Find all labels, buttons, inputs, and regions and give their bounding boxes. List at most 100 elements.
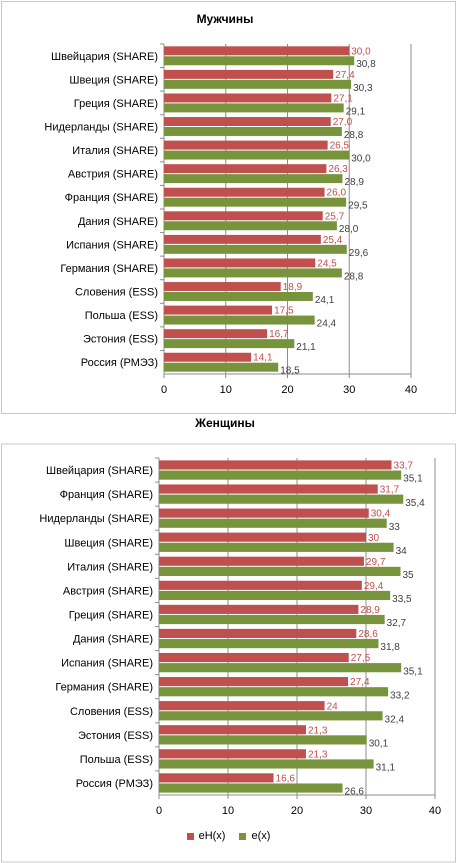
bar-eh xyxy=(164,46,350,56)
category-label: Греция (SHARE) xyxy=(74,98,158,110)
bar-eh xyxy=(164,93,332,103)
data-label-e: 35 xyxy=(403,570,415,581)
chart-men: Мужчины 0 10 20 30 40 Швейцария (SHARE) 30,0 30,… xyxy=(0,0,457,420)
legend-label-s1: eH(x) xyxy=(198,830,226,842)
bar-eh xyxy=(164,258,316,268)
category-label: Австрия (SHARE) xyxy=(68,169,158,181)
bar-e xyxy=(159,663,402,673)
data-label-eh: 33,7 xyxy=(394,461,414,472)
data-label-e: 28,9 xyxy=(344,177,364,188)
category-label: Италия (SHARE) xyxy=(72,145,158,157)
data-label-e: 29,5 xyxy=(348,201,368,212)
data-label-eh: 29,7 xyxy=(366,557,386,568)
bar-eh xyxy=(159,580,362,590)
data-label-eh: 25,4 xyxy=(323,235,343,246)
data-label-eh: 28,6 xyxy=(358,629,378,640)
chart-women: Женщины 0 10 20 30 40 Швейцария (SHARE) 33,7 35,… xyxy=(0,410,457,863)
bar-eh xyxy=(159,749,306,759)
category-label: Испания (SHARE) xyxy=(66,239,158,251)
data-label-e: 35,1 xyxy=(403,474,423,485)
category-label: Словения (ESS) xyxy=(70,706,153,718)
bar-e xyxy=(164,339,295,349)
data-label-e: 34 xyxy=(396,546,408,557)
bar-eh xyxy=(159,677,349,687)
data-label-eh: 18,9 xyxy=(283,282,303,293)
data-label-e: 32,7 xyxy=(387,618,407,629)
data-label-e: 31,8 xyxy=(380,642,400,653)
bar-eh xyxy=(164,352,252,362)
data-label-e: 30,1 xyxy=(369,738,389,749)
data-label-eh: 28,9 xyxy=(360,605,380,616)
legend-label-s2: e(x) xyxy=(251,830,271,842)
data-label-e: 28,8 xyxy=(344,130,364,141)
data-label-eh: 30,0 xyxy=(351,46,371,57)
data-label-e: 33 xyxy=(389,522,401,533)
x-tick-label: 10 xyxy=(222,805,234,817)
bar-e xyxy=(159,759,374,769)
data-label-e: 21,1 xyxy=(296,342,316,353)
data-label-eh: 25,7 xyxy=(325,211,345,222)
chart-women-svg: Женщины 0 10 20 30 40 Швейцария (SHARE) 33,7 35,… xyxy=(1,416,456,863)
data-label-e: 33,2 xyxy=(390,690,410,701)
bar-e xyxy=(164,79,352,89)
bar-eh xyxy=(164,282,281,291)
data-label-e: 30,0 xyxy=(351,154,371,165)
x-tick-label: 0 xyxy=(156,805,162,817)
bar-eh xyxy=(159,532,366,542)
bar-e xyxy=(164,268,342,278)
category-label: Италия (SHARE) xyxy=(67,561,153,573)
data-label-eh: 26,5 xyxy=(330,141,350,152)
bar-eh xyxy=(159,460,392,470)
bar-e xyxy=(164,362,279,372)
x-tick-label: 0 xyxy=(161,384,167,396)
bar-eh xyxy=(164,164,327,174)
category-label: Дания (SHARE) xyxy=(73,634,153,646)
data-label-eh: 27,5 xyxy=(351,653,371,664)
x-tick-label: 20 xyxy=(291,805,303,817)
data-label-eh: 27,0 xyxy=(333,117,353,128)
bar-eh xyxy=(159,701,325,711)
bar-eh xyxy=(164,211,323,221)
legend-swatch-s1 xyxy=(186,832,194,840)
bar-eh xyxy=(159,508,369,518)
data-label-eh: 16,6 xyxy=(276,773,296,784)
bar-eh xyxy=(159,773,274,783)
category-label: Польша (ESS) xyxy=(85,310,158,322)
bar-eh xyxy=(164,117,331,126)
data-label-eh: 24 xyxy=(327,701,339,712)
data-label-e: 29,1 xyxy=(346,106,366,117)
bar-e xyxy=(164,174,343,184)
data-label-e: 26,6 xyxy=(345,787,365,798)
category-label: Швейцария (SHARE) xyxy=(51,51,158,63)
bar-e xyxy=(164,56,355,66)
data-label-eh: 30 xyxy=(368,533,380,544)
data-label-e: 33,5 xyxy=(392,594,412,605)
bar-eh xyxy=(164,187,325,197)
data-label-eh: 24,5 xyxy=(317,258,337,269)
data-label-e: 32,4 xyxy=(385,714,405,725)
data-label-e: 30,3 xyxy=(353,83,373,94)
chart-men-svg: Мужчины 0 10 20 30 40 Швейцария (SHARE) 30,0 30,… xyxy=(1,1,456,414)
data-label-eh: 27,4 xyxy=(335,70,355,81)
bar-e xyxy=(164,197,347,207)
category-label: Германия (SHARE) xyxy=(55,682,153,694)
bar-eh xyxy=(159,484,378,494)
category-label: Франция (SHARE) xyxy=(60,489,153,501)
data-label-e: 24,4 xyxy=(317,319,337,330)
bar-e xyxy=(164,292,313,301)
category-label: Россия (РМЭЗ) xyxy=(76,778,153,790)
bar-e xyxy=(159,783,343,793)
chart-title: Женщины xyxy=(194,416,255,430)
chart-frame xyxy=(1,1,456,414)
bar-eh xyxy=(164,305,273,315)
data-label-eh: 27,4 xyxy=(350,677,370,688)
category-label: Франция (SHARE) xyxy=(65,192,158,204)
bar-e xyxy=(164,103,344,113)
legend-swatch-s2 xyxy=(239,832,247,840)
data-label-e: 31,1 xyxy=(376,763,396,774)
bar-eh xyxy=(159,652,349,663)
bar-e xyxy=(159,518,387,528)
x-tick-label: 40 xyxy=(405,384,417,396)
legend-item-s1: eH(x) xyxy=(186,830,226,842)
category-label: Германия (SHARE) xyxy=(60,263,158,275)
